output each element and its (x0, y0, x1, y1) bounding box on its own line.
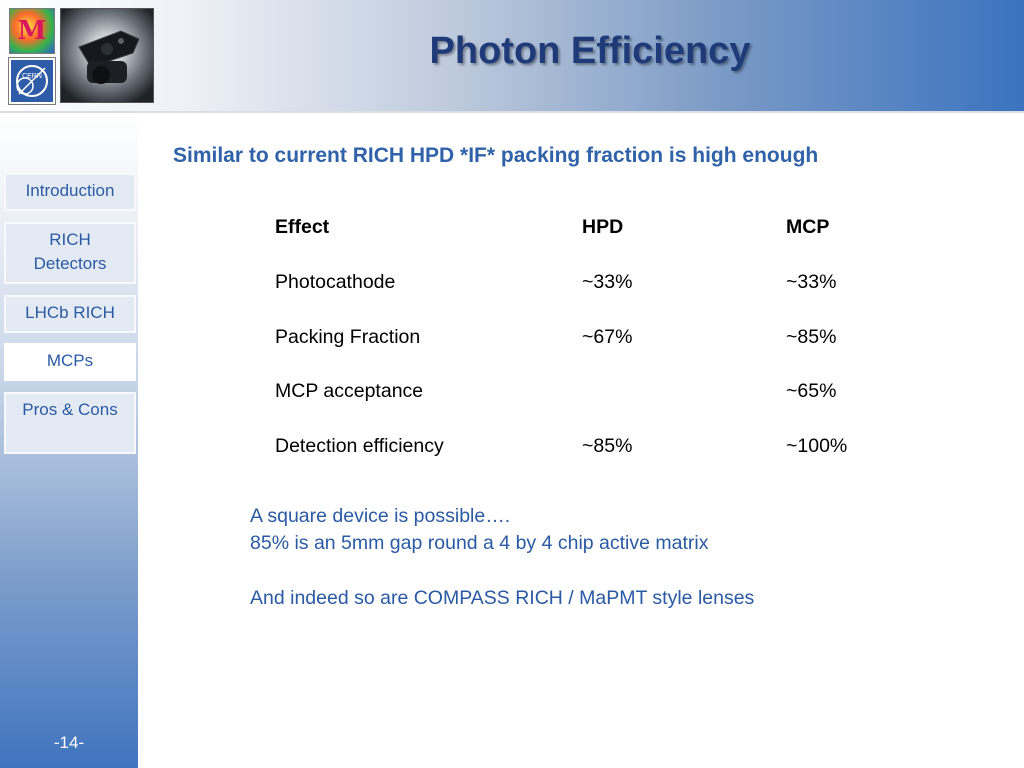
sidebar-item-lhcb-rich[interactable]: LHCb RICH (4, 295, 136, 333)
table-cell-mcp: ~33% (786, 271, 837, 293)
sidebar-item-label: MCPs (46, 351, 94, 370)
table-cell-hpd: ~67% (582, 326, 633, 348)
column-header-hpd: HPD (582, 216, 624, 238)
slide-header: M CERN Photon Efficiency (0, 0, 1024, 113)
cern-logo-text: CERN (22, 73, 42, 80)
table-cell-mcp: ~100% (786, 435, 848, 457)
sidebar-item-label: LHCb RICH (25, 303, 115, 322)
table-cell-effect: Photocathode (275, 271, 396, 293)
table-cell-effect: Packing Fraction (275, 326, 421, 348)
sidebar-nav: Introduction RICH Detectors LHCb RICH MC… (0, 113, 138, 768)
sidebar-item-mcps[interactable]: MCPs (4, 343, 136, 381)
table-row: MCP acceptance ~65% (275, 380, 975, 406)
table-cell-mcp: ~65% (786, 380, 837, 402)
table-cell-effect: MCP acceptance (275, 380, 424, 402)
cern-logo-icon: CERN (8, 57, 56, 105)
note-text: 85% is an 5mm gap round a 4 by 4 chip ac… (250, 532, 709, 554)
table-cell-effect: Detection efficiency (275, 435, 444, 457)
note-text: And indeed so are COMPASS RICH / MaPMT s… (250, 587, 755, 609)
note-text: A square device is possible…. (250, 505, 511, 527)
slide-subtitle: Similar to current RICH HPD *IF* packing… (173, 144, 819, 167)
sidebar-item-label: RICH Detectors (33, 230, 107, 273)
page-title: Photon Efficiency (429, 30, 751, 72)
table-row: Packing Fraction ~67% ~85% (275, 326, 975, 352)
table-cell-hpd: ~85% (582, 435, 633, 457)
lhcb-logo-icon: M (9, 8, 55, 54)
table-row: Photocathode ~33% ~33% (275, 271, 975, 297)
table-cell-mcp: ~85% (786, 326, 837, 348)
table-row: Detection efficiency ~85% ~100% (275, 435, 975, 461)
column-header-effect: Effect (275, 216, 330, 238)
sidebar-item-introduction[interactable]: Introduction (4, 173, 136, 211)
table-header-row: Effect HPD MCP (275, 216, 975, 242)
sidebar-item-rich-detectors[interactable]: RICH Detectors (4, 222, 136, 284)
detector-photo-icon (60, 8, 154, 103)
table-cell-hpd: ~33% (582, 271, 633, 293)
page-number: -14- (53, 733, 85, 752)
column-header-mcp: MCP (786, 216, 830, 238)
sidebar-item-label: Introduction (25, 181, 115, 200)
sidebar-item-pros-cons[interactable]: Pros & Cons (4, 392, 136, 454)
sidebar-item-label: Pros & Cons (22, 400, 118, 419)
